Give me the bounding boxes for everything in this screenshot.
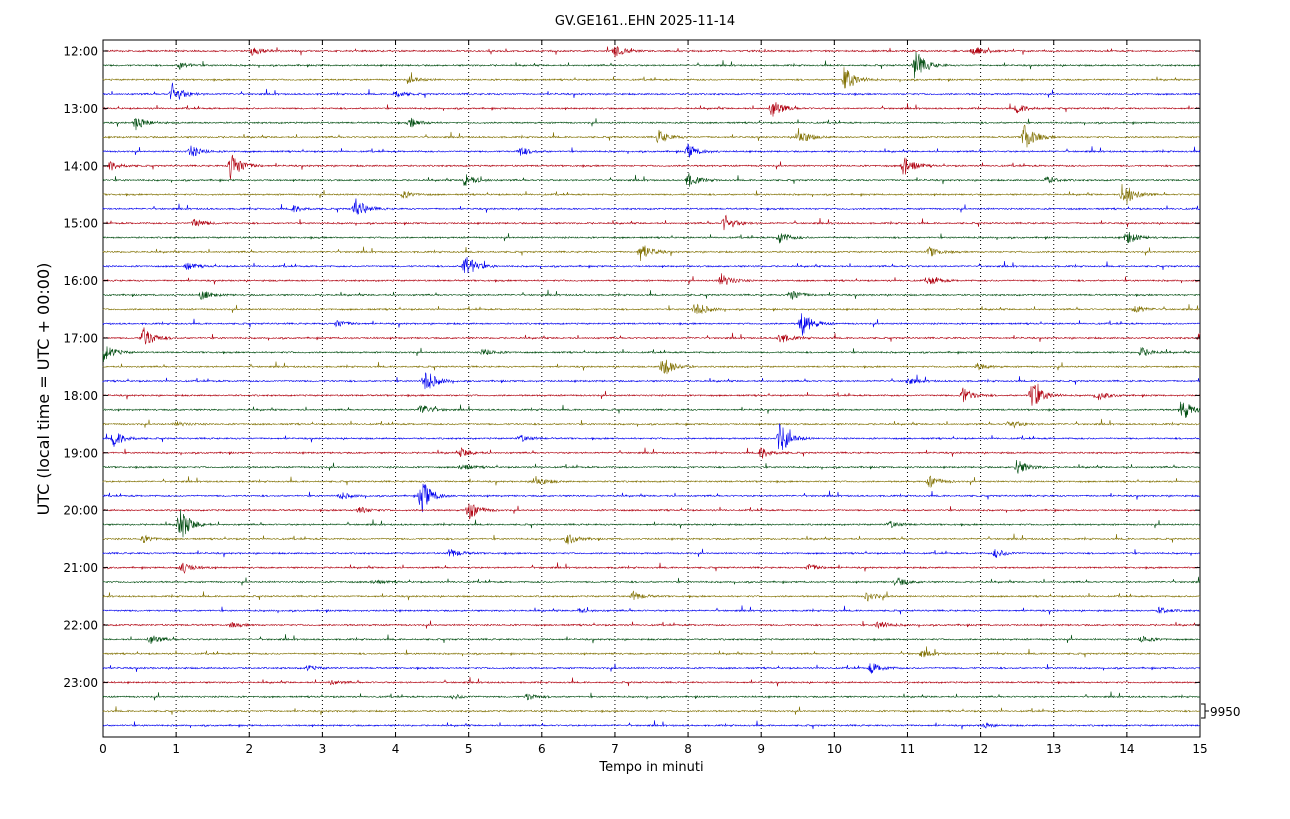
y-tick-label: 20:00: [63, 504, 98, 518]
trace-row-1: [102, 51, 1201, 79]
trace-row-47: [102, 720, 1201, 730]
trace-row-37: [102, 576, 1201, 587]
trace-row-12: [102, 214, 1201, 231]
trace-row-23: [102, 372, 1201, 390]
x-tick-label: 6: [538, 742, 546, 756]
trace-row-39: [102, 605, 1201, 615]
trace-row-46: [102, 706, 1201, 716]
trace-row-6: [102, 124, 1201, 148]
trace-row-42: [102, 646, 1201, 658]
trace-row-28: [102, 447, 1201, 459]
chart-title: GV.GE161..EHN 2025-11-14: [555, 14, 735, 29]
x-tick-label: 7: [611, 742, 619, 756]
scale-label: 9950: [1210, 705, 1241, 719]
x-tick-label: 2: [245, 742, 253, 756]
minute-grid: [175, 40, 1128, 737]
trace-rows: [102, 45, 1201, 730]
trace-row-36: [102, 562, 1201, 574]
trace-row-11: [102, 198, 1201, 215]
x-tick-label: 10: [827, 742, 842, 756]
plot-frame: [102, 39, 1201, 738]
y-tick-label: 15:00: [63, 217, 98, 231]
amplitude-scale: 9950: [1201, 703, 1241, 719]
trace-row-44: [102, 677, 1201, 687]
y-tick-label: 18:00: [63, 389, 98, 403]
scale-bracket: [1201, 703, 1206, 719]
trace-row-18: [102, 303, 1201, 314]
y-tick-label: 21:00: [63, 561, 98, 575]
trace-row-27: [102, 423, 1201, 451]
trace-row-9: [102, 173, 1201, 187]
trace-row-3: [102, 82, 1201, 100]
trace-row-35: [102, 548, 1201, 558]
trace-row-8: [102, 154, 1201, 180]
x-tick-label: 4: [392, 742, 400, 756]
x-tick-label: 8: [684, 742, 692, 756]
x-tick-label: 14: [1119, 742, 1134, 756]
trace-row-40: [102, 620, 1201, 630]
trace-row-10: [102, 184, 1201, 205]
y-tick-label: 13:00: [63, 102, 98, 116]
x-axis-label: Tempo in minuti: [598, 760, 703, 775]
trace-row-31: [102, 483, 1201, 513]
x-tick-label: 1: [172, 742, 180, 756]
trace-row-43: [102, 663, 1201, 674]
trace-row-14: [102, 245, 1201, 262]
trace-row-26: [102, 418, 1201, 429]
x-tick-label: 11: [900, 742, 915, 756]
trace-row-17: [102, 289, 1201, 300]
trace-row-4: [102, 102, 1201, 117]
y-tick-label: 23:00: [63, 676, 98, 690]
trace-row-0: [102, 45, 1201, 58]
trace-row-30: [102, 475, 1201, 489]
trace-row-13: [102, 231, 1201, 244]
y-tick-label: 17:00: [63, 332, 98, 346]
trace-row-34: [102, 533, 1201, 545]
y-tick-label: 22:00: [63, 619, 98, 633]
trace-row-33: [102, 509, 1201, 538]
x-tick-label: 3: [319, 742, 327, 756]
x-axis-ticks: 0 1 2 3 4 5 6 7 8 9 10 11 12 13 14 15: [99, 40, 1208, 756]
x-tick-label: 13: [1046, 742, 1061, 756]
trace-row-19: [102, 313, 1201, 336]
trace-row-25: [102, 401, 1201, 418]
trace-row-24: [102, 383, 1201, 406]
trace-row-29: [102, 459, 1201, 474]
y-axis-label: UTC (local time = UTC + 00:00): [34, 263, 53, 516]
y-tick-label: 14:00: [63, 159, 98, 173]
trace-row-32: [102, 503, 1201, 520]
trace-row-16: [102, 273, 1201, 285]
y-tick-label: 16:00: [63, 274, 98, 288]
trace-row-45: [102, 691, 1201, 701]
x-tick-label: 12: [973, 742, 988, 756]
y-axis-ticks: 12:00 13:00 14:00 15:00 16:00 17:00 18:00 19:00…: [63, 45, 1200, 690]
trace-row-15: [102, 257, 1201, 274]
trace-row-20: [102, 327, 1201, 345]
x-tick-label: 15: [1192, 742, 1207, 756]
trace-row-22: [102, 359, 1201, 375]
y-tick-label: 12:00: [63, 45, 98, 59]
trace-row-5: [102, 117, 1201, 131]
trace-row-41: [102, 634, 1201, 645]
trace-row-2: [102, 67, 1201, 89]
trace-row-38: [102, 590, 1201, 602]
trace-row-21: [102, 346, 1201, 363]
y-tick-label: 19:00: [63, 446, 98, 460]
x-tick-label: 9: [757, 742, 765, 756]
trace-row-7: [102, 142, 1201, 158]
x-tick-label: 0: [99, 742, 107, 756]
x-tick-label: 5: [465, 742, 473, 756]
